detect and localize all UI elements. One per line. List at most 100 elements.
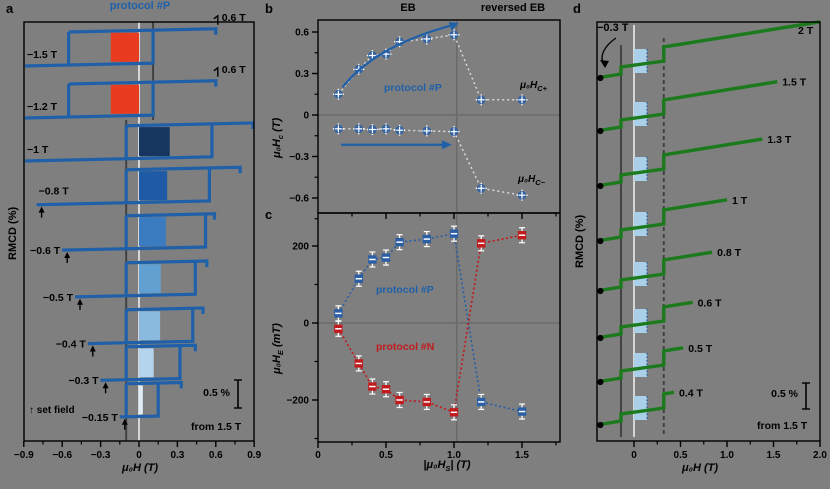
hysteresis-loop-upsweep	[24, 82, 155, 120]
tick-label: 1.5	[767, 450, 781, 461]
panel-b-y-axis-label: μ₀Hc (T)	[271, 117, 286, 158]
curve-start-dot	[597, 237, 604, 245]
hysteresis-loop-upsweep	[62, 214, 208, 252]
hysteresis-loop-upper-branch	[126, 380, 183, 389]
rmcd-curve	[602, 300, 693, 339]
set-field-pointer-arrow	[601, 37, 617, 65]
hysteresis-loop-upsweep	[87, 308, 195, 346]
series-connector	[337, 232, 523, 413]
tick-label: 1.5	[515, 450, 529, 461]
curve-start-dot	[597, 287, 604, 295]
curve-field-label: 0.6 T	[698, 297, 723, 309]
tick-label: 2.0	[813, 450, 827, 461]
eb-window-rect	[634, 309, 648, 333]
set-field-arrow	[77, 298, 83, 310]
panel-letter-b: b	[265, 1, 273, 16]
loop-shade-rect	[139, 264, 161, 294]
tick-label: 1.0	[447, 450, 461, 461]
panel-d-y-axis-label: RMCD (%)	[574, 214, 586, 268]
loop-set-label: −0.8 T	[39, 186, 70, 198]
tick-label: 0	[315, 450, 321, 461]
curve-start-dot	[597, 378, 604, 386]
loop-shade-rect	[139, 348, 154, 378]
hysteresis-loop-upper-branch	[126, 306, 205, 315]
loop-shade-rect	[139, 311, 161, 341]
hysteresis-loop-upsweep	[24, 30, 155, 68]
panel-c-x-axis-label: |μ₀HS| (T)	[423, 459, 471, 474]
set-field-legend: ↑ set field	[29, 405, 75, 416]
tick-label: 0.3	[170, 450, 184, 461]
hc-plus-series-label: μ₀HC+	[520, 80, 547, 93]
panel-a-frame	[23, 21, 255, 442]
hysteresis-loop-upsweep	[119, 383, 160, 419]
sweep-arrowhead	[441, 140, 452, 150]
rmcd-curve	[602, 20, 821, 79]
tick-label: 200	[292, 242, 309, 253]
rmcd-curve	[602, 346, 684, 383]
rmcd-curve	[602, 137, 763, 187]
hysteresis-loop-upsweep	[74, 261, 197, 299]
loop-set-label: −0.3 T	[69, 375, 100, 387]
panel-c-frame	[317, 212, 561, 443]
loop-shade-rect	[110, 84, 139, 114]
tick-label: 0	[303, 111, 309, 122]
series-connector	[338, 128, 523, 196]
eb-window-rect	[634, 353, 648, 377]
loop-set-label: −1.5 T	[27, 49, 58, 61]
series-connector	[337, 33, 522, 101]
set-field-arrow	[64, 252, 71, 264]
panel-a-title: protocol #P	[109, 0, 171, 12]
curve-start-dot	[597, 421, 604, 429]
minor-loop-flag	[213, 14, 219, 25]
loop-set-label: −0.5 T	[43, 292, 74, 304]
loop-shade-rect	[139, 127, 170, 157]
set-field-arrow	[89, 345, 96, 357]
eb-window-rect	[634, 102, 648, 126]
rmcd-curve	[602, 390, 675, 426]
panel-d-from-note: from 1.5 T	[757, 420, 808, 432]
tick-label: 0.6	[295, 28, 309, 39]
panel-c-protocol-p-label: protocol #P	[376, 284, 434, 296]
tick-label: 0.3	[295, 69, 309, 80]
tick-label: 0	[303, 319, 309, 330]
panel-d-frame	[596, 21, 821, 442]
hysteresis-loop-upper-branch	[126, 121, 255, 129]
loop-end-label: 0.6 T	[222, 12, 247, 24]
panel-letter-d: d	[573, 1, 581, 16]
tick-label: −200	[286, 396, 309, 407]
rmcd-curve	[602, 250, 713, 292]
eb-window-rect	[634, 262, 648, 286]
panel-a-y-axis-label: RMCD (%)	[7, 206, 19, 260]
hysteresis-loop-upper-branch	[68, 79, 218, 87]
tick-label: −0.6	[289, 193, 309, 204]
hysteresis-loop-upper-branch	[126, 259, 209, 267]
curve-field-label: 0.5 T	[688, 343, 713, 355]
curve-field-label: 2 T	[798, 25, 814, 37]
panel-d-x-axis-label: μ₀H (T)	[681, 462, 719, 474]
hysteresis-loop-upper-branch	[126, 343, 197, 352]
hc-minus-series-label: μ₀HC−	[518, 174, 545, 187]
loop-set-label: −0.6 T	[30, 245, 61, 257]
set-field-arrow	[102, 382, 109, 394]
tick-label: 1.0	[720, 450, 734, 461]
tick-label: 0.5	[674, 450, 688, 461]
hysteresis-loop-upsweep	[36, 167, 211, 207]
tick-label: −0.3	[289, 152, 309, 163]
hysteresis-loop-upper-branch	[126, 165, 242, 174]
curve-field-label: 1.3 T	[767, 134, 792, 146]
tick-label: 0.5	[379, 450, 393, 461]
curve-start-dot	[597, 182, 604, 190]
rmcd-curve	[602, 198, 728, 242]
loop-end-label: 0.6 T	[222, 64, 247, 76]
set-field-pointer-arrowhead	[600, 60, 609, 68]
panel-c-y-axis-label: μ₀HE (mT)	[271, 323, 286, 374]
loop-shade-rect	[139, 385, 143, 415]
loop-set-label: −0.15 T	[82, 412, 118, 424]
tick-label: −0.3	[91, 450, 111, 461]
panel-d-scalebar-label: 0.5 %	[771, 388, 798, 400]
panel-d-set-field-label: −0.3 T	[597, 22, 629, 34]
panel-letter-c: c	[265, 207, 273, 222]
tick-label: 0.9	[247, 450, 261, 461]
hysteresis-loop-upsweep	[24, 123, 214, 163]
